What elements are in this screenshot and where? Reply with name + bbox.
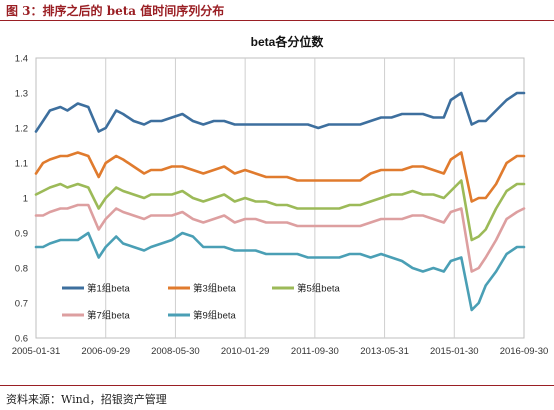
y-tick-label: 1.4: [15, 54, 28, 65]
y-tick-label: 0.7: [15, 299, 28, 310]
y-tick-label: 0.8: [15, 264, 28, 275]
figure-caption: 图 3：排序之后的 beta 值时间序列分布: [6, 4, 225, 18]
grid-layer: [35, 57, 525, 339]
y-tick-label: 1: [23, 194, 28, 205]
x-tick-label: 2006-09-29: [81, 346, 130, 357]
y-tick-label: 1.3: [15, 89, 28, 100]
legend-label-5: 第9组beta: [193, 310, 236, 322]
axis-layer: 2005-01-31 2006-09-29 2008-05-30 2010-01-29…: [12, 54, 549, 358]
chart-title: beta各分位数: [251, 34, 325, 49]
series-line-5: [34, 231, 526, 312]
series-layer: [34, 91, 526, 312]
series-line-4: [34, 203, 526, 273]
y-tick-label: 1.1: [15, 159, 28, 170]
y-tick-label: 1.2: [15, 124, 28, 135]
x-tick-label: 2013-05-31: [360, 346, 409, 357]
y-tick-label: 0.6: [15, 334, 28, 345]
beta-quantile-chart: beta各分位数 2005-01-31 2006-09-29 2008-05-30 2…: [12, 34, 549, 358]
footer-rule: [0, 385, 554, 386]
legend: 第1组beta 第3组beta 第5组beta 第7组beta 第9组beta: [62, 283, 340, 322]
figure-caption-bar: 图 3：排序之后的 beta 值时间序列分布: [0, 0, 554, 21]
series-line-1: [34, 91, 526, 133]
series-line-2: [34, 151, 526, 203]
legend-label-4: 第7组beta: [87, 310, 130, 322]
plot-frame: [35, 57, 525, 339]
chart-container: beta各分位数 2005-01-31 2006-09-29 2008-05-30 2…: [0, 22, 554, 380]
x-tick-label: 2005-01-31: [12, 346, 61, 357]
x-tick-label: 2015-01-30: [430, 346, 479, 357]
source-note: 资料来源：Wind，招银资产管理: [6, 393, 167, 406]
legend-label-1: 第1组beta: [87, 283, 130, 295]
series-line-3: [34, 179, 526, 242]
x-tick-label: 2010-01-29: [221, 346, 270, 357]
x-tick-label: 2008-05-30: [151, 346, 200, 357]
legend-label-2: 第3组beta: [193, 283, 236, 295]
x-tick-label: 2011-09-30: [291, 346, 339, 357]
x-tick-label: 2016-09-30: [500, 346, 549, 357]
legend-label-3: 第5组beta: [297, 283, 340, 295]
y-tick-label: 0.9: [15, 229, 28, 240]
